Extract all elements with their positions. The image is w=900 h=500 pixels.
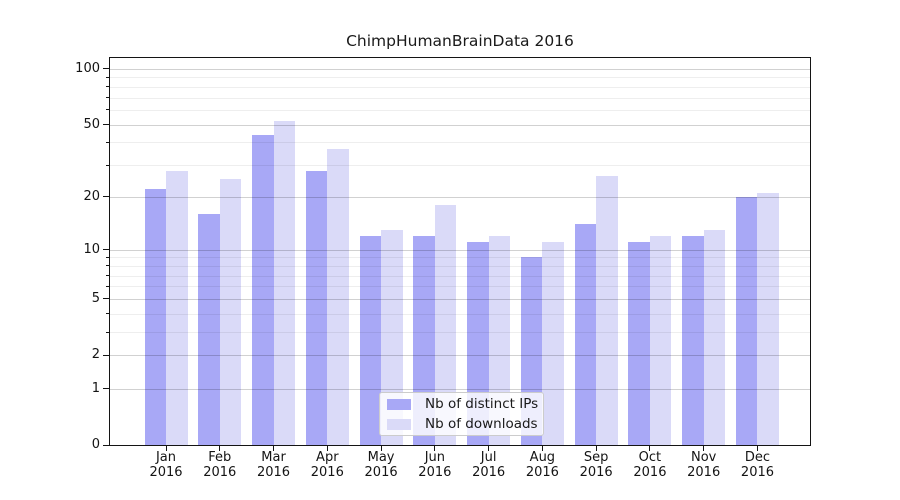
bar-distinct-ips	[359, 235, 382, 445]
x-axis-tick	[541, 446, 543, 451]
x-axis-tick-label: Sep 2016	[579, 450, 613, 480]
bar-downloads	[166, 170, 188, 445]
legend-label-downloads: Nb of downloads	[425, 416, 538, 432]
x-axis-tick	[219, 446, 221, 451]
x-axis-tick-label: Jun 2016	[418, 450, 452, 480]
y-axis-minor-tick	[106, 86, 109, 88]
bar-downloads	[381, 229, 403, 445]
y-axis-tick	[103, 444, 109, 446]
x-axis-tick-label: Oct 2016	[633, 450, 667, 480]
bar-distinct-ips	[252, 134, 274, 445]
y-axis-tick-label: 5	[91, 290, 100, 306]
y-axis-minor-tick	[106, 331, 109, 333]
y-axis-tick-label: 0	[91, 437, 100, 452]
y-axis-tick-label: 10	[83, 241, 100, 257]
x-axis-tick	[434, 446, 436, 451]
x-axis-tick	[273, 446, 275, 451]
x-axis-tick-label: Jul 2016	[472, 450, 506, 480]
y-axis-tick	[103, 196, 109, 198]
bar-distinct-ips	[144, 189, 166, 445]
y-axis-tick	[103, 68, 109, 70]
x-axis-tick-label: Mar 2016	[256, 450, 291, 480]
bar-downloads	[542, 242, 564, 445]
y-axis-tick	[103, 249, 109, 251]
x-axis-tick-label: Nov 2016	[687, 450, 721, 480]
bar-downloads	[757, 193, 779, 445]
y-axis-tick	[103, 298, 109, 300]
chart-title: ChimpHumanBrainData 2016	[346, 32, 574, 50]
x-axis-tick	[488, 446, 490, 451]
bar-downloads	[327, 148, 349, 445]
y-axis-tick-label: 20	[83, 188, 100, 204]
y-axis-minor-tick	[106, 141, 109, 143]
legend-row-distinct-ips: Nb of distinct IPs	[387, 397, 543, 411]
plot-area: Nb of distinct IPs Nb of downloads	[109, 57, 811, 446]
bar-distinct-ips	[574, 224, 597, 445]
bars-layer	[110, 58, 810, 445]
x-axis-tick	[165, 446, 167, 451]
x-axis-tick-label: Dec 2016	[740, 450, 775, 480]
y-axis-minor-tick	[106, 265, 109, 267]
y-axis-tick	[103, 354, 109, 356]
y-axis-minor-tick	[106, 313, 109, 315]
legend-swatch-distinct-ips	[387, 398, 411, 410]
y-axis-tick	[103, 124, 109, 126]
bar-downloads	[649, 235, 672, 445]
bar-distinct-ips	[735, 196, 758, 445]
x-axis-tick-label: Aug 2016	[525, 450, 559, 480]
bar-distinct-ips	[682, 235, 704, 445]
y-axis-tick-label: 50	[83, 116, 100, 132]
x-axis-tick	[595, 446, 597, 451]
x-axis-tick	[703, 446, 705, 451]
y-axis-tick-label: 100	[75, 60, 100, 76]
y-axis-minor-tick	[106, 275, 109, 277]
y-axis-minor-tick	[106, 109, 109, 111]
x-axis-tick	[756, 446, 758, 451]
y-axis-minor-tick	[106, 97, 109, 99]
bar-distinct-ips	[198, 214, 220, 445]
legend-label-distinct-ips: Nb of distinct IPs	[425, 396, 539, 412]
x-axis-tick-label: Apr 2016	[310, 450, 344, 480]
bar-downloads	[219, 179, 242, 445]
bar-distinct-ips	[628, 242, 650, 445]
y-axis-minor-tick	[106, 285, 109, 287]
legend-row-downloads: Nb of downloads	[387, 417, 543, 431]
bar-downloads	[596, 176, 618, 445]
x-axis-tick	[380, 446, 382, 451]
y-axis-minor-tick	[106, 76, 109, 78]
x-axis-tick	[649, 446, 651, 451]
y-axis-tick-label: 1	[91, 380, 100, 396]
bar-downloads	[703, 229, 726, 445]
x-axis-tick-label: May 2016	[364, 450, 398, 480]
x-axis-tick-label: Jan 2016	[149, 450, 183, 480]
x-axis-tick-label: Feb 2016	[203, 450, 237, 480]
legend-swatch-downloads	[387, 418, 411, 430]
y-axis-minor-tick	[106, 256, 109, 258]
bar-downloads	[273, 121, 296, 445]
y-axis-minor-tick	[106, 164, 109, 166]
bar-distinct-ips	[305, 170, 328, 445]
y-axis-tick-label: 2	[91, 347, 100, 363]
y-axis-tick	[103, 388, 109, 389]
x-axis-tick	[326, 446, 328, 451]
legend: Nb of distinct IPs Nb of downloads	[379, 392, 544, 436]
bar-downloads	[434, 205, 457, 445]
